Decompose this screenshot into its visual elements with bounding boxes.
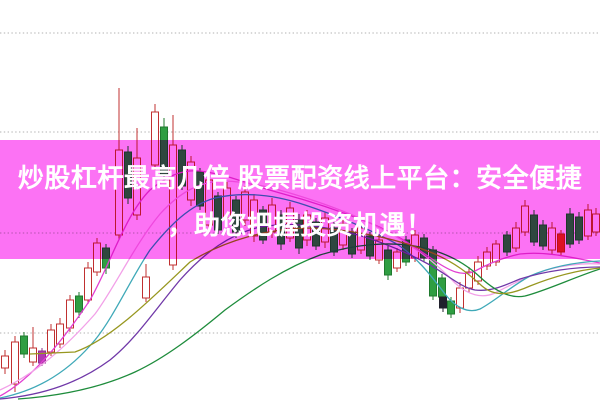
ad-overlay-text: 炒股杠杆最高几倍 股票配资线上平台：安全便捷 ，助您把握投资机遇！ [0,140,600,259]
ad-text-line1: 炒股杠杆最高几倍 股票配资线上平台：安全便捷 [17,162,583,193]
ad-overlay-band [0,140,600,259]
ad-text-line2: ，助您把握投资机遇！ [167,209,433,240]
